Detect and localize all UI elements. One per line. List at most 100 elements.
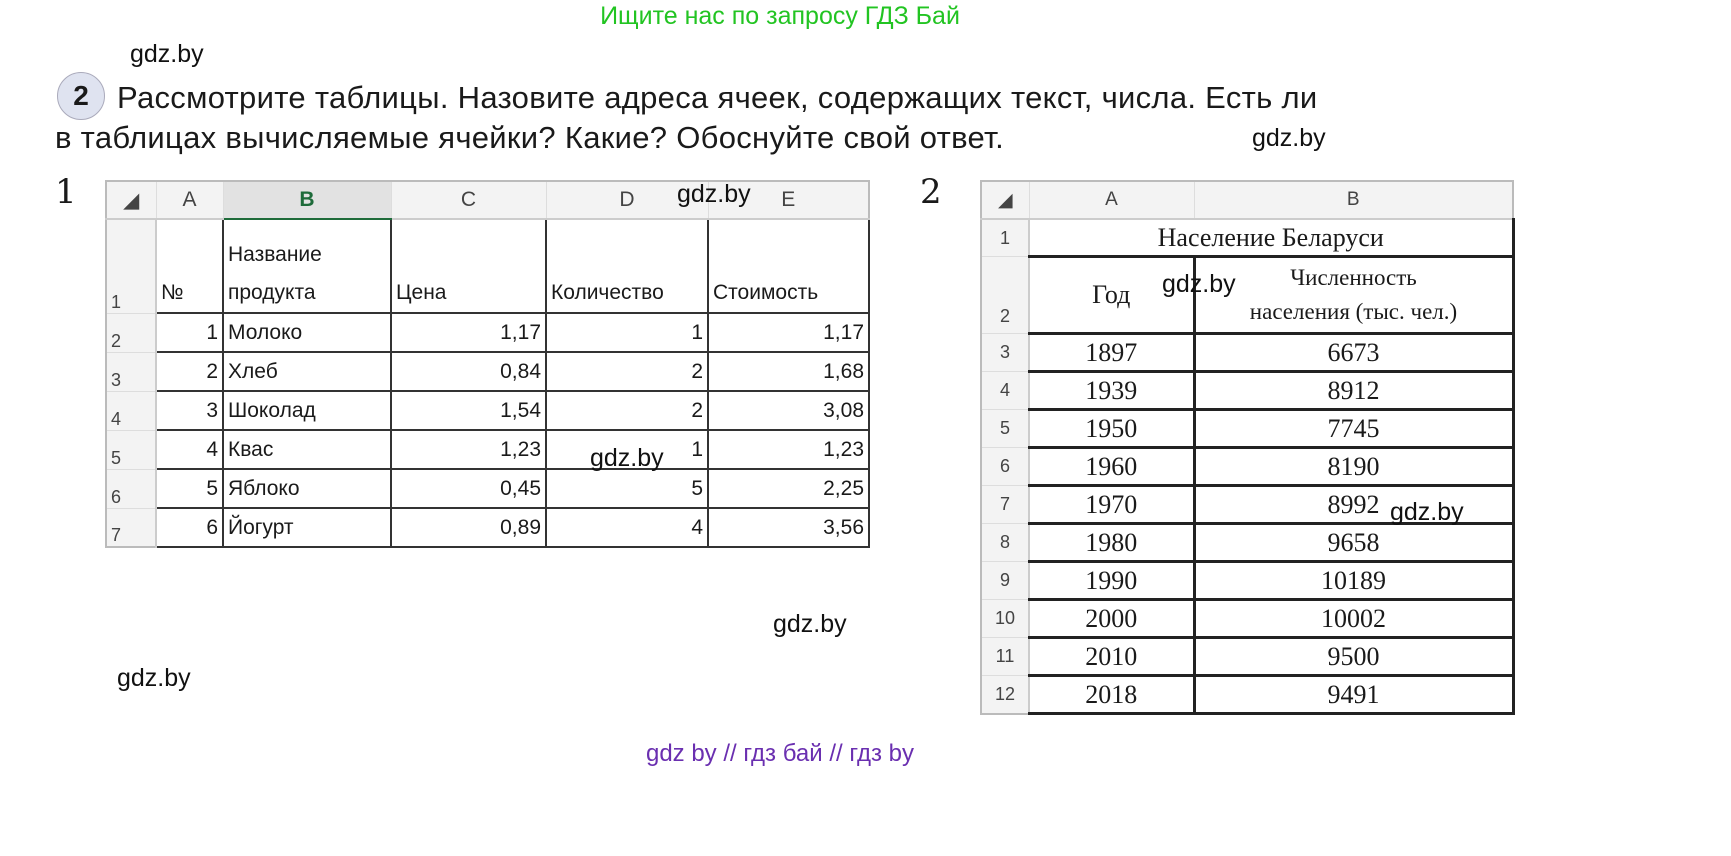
watermark: gdz.by xyxy=(1252,124,1326,152)
watermark: gdz.by xyxy=(1390,498,1464,526)
row-header: 3 xyxy=(981,333,1030,372)
table-row: 2 1 Молоко 1,17 1 1,17 xyxy=(106,313,870,353)
table-cell: 2010 xyxy=(1029,637,1196,677)
column-header: E xyxy=(708,181,870,220)
select-all-corner: ◢ xyxy=(981,181,1030,220)
task-text-line1: Рассмотрите таблицы. Назовите адреса яче… xyxy=(117,80,1318,115)
merged-title-cell: Население Беларуси xyxy=(1029,219,1515,258)
table-row: 7 1970 8992 xyxy=(981,485,1515,525)
table-cell: 1,17 xyxy=(391,313,547,353)
row-header: 10 xyxy=(981,599,1030,638)
table-cell: 1897 xyxy=(1029,333,1196,373)
header-row: 2 Год Численность населения (тыс. чел.) xyxy=(981,256,1515,335)
table-cell: 1970 xyxy=(1029,485,1196,525)
table-cell: 2 xyxy=(156,352,224,392)
table-cell: 2,25 xyxy=(708,469,870,509)
header-cell: Цена xyxy=(391,219,547,314)
table-cell: 6673 xyxy=(1194,333,1515,373)
products-spreadsheet: ◢ A B C D E 1 № Название продукта Цена Количество С… xyxy=(105,180,870,548)
row-header: 11 xyxy=(981,637,1030,676)
header-cell: Численность населения (тыс. чел.) xyxy=(1194,256,1515,335)
table-cell: 3,08 xyxy=(708,391,870,431)
table-cell: 2000 xyxy=(1029,599,1196,639)
table-cell: 2 xyxy=(546,352,709,392)
column-header: A xyxy=(1029,181,1195,220)
table-row: 6 5 Яблоко 0,45 5 2,25 xyxy=(106,469,870,509)
header-cell: Год xyxy=(1029,256,1196,335)
table-cell: Йогурт xyxy=(223,508,392,548)
table-cell: 10002 xyxy=(1194,599,1515,639)
row-header: 1 xyxy=(106,219,157,314)
table-cell: 0,45 xyxy=(391,469,547,509)
table-row: 12 2018 9491 xyxy=(981,675,1515,715)
header-cell: Количество xyxy=(546,219,709,314)
table-cell: 9491 xyxy=(1194,675,1515,715)
column-header-row: ◢ A B xyxy=(981,181,1514,220)
table-cell: 1,54 xyxy=(391,391,547,431)
column-header: C xyxy=(391,181,547,220)
row-header: 5 xyxy=(981,409,1030,448)
column-header: B xyxy=(1194,181,1514,220)
row-header: 2 xyxy=(106,313,157,353)
table-cell: 6 xyxy=(156,508,224,548)
table-cell: 0,89 xyxy=(391,508,547,548)
header-cell: Название продукта xyxy=(223,219,392,314)
table-cell: 1,23 xyxy=(391,430,547,470)
table-cell: 1960 xyxy=(1029,447,1196,487)
table-row: 4 3 Шоколад 1,54 2 3,08 xyxy=(106,391,870,431)
table-cell: 5 xyxy=(156,469,224,509)
table-cell: 3 xyxy=(156,391,224,431)
row-header: 8 xyxy=(981,523,1030,562)
table-cell: Яблоко xyxy=(223,469,392,509)
task-text-line2: в таблицах вычисляемые ячейки? Какие? Об… xyxy=(55,120,1005,155)
footer-links: gdz by // гдз бай // гдз by xyxy=(645,740,915,767)
row-header: 2 xyxy=(981,256,1030,334)
table-cell: 2 xyxy=(546,391,709,431)
table-cell: 1,23 xyxy=(708,430,870,470)
table-cell: 0,84 xyxy=(391,352,547,392)
table-row: 9 1990 10189 xyxy=(981,561,1515,601)
table-row: 8 1980 9658 xyxy=(981,523,1515,563)
table-row: 3 2 Хлеб 0,84 2 1,68 xyxy=(106,352,870,392)
table-cell: 1990 xyxy=(1029,561,1196,601)
table-cell: 3,56 xyxy=(708,508,870,548)
table1-label: 1 xyxy=(55,172,77,212)
table-cell: 4 xyxy=(156,430,224,470)
search-banner: Ищите нас по запросу ГДЗ Бай xyxy=(600,2,960,30)
header-cell: Стоимость xyxy=(708,219,870,314)
row-header: 6 xyxy=(106,469,157,509)
table-cell: 10189 xyxy=(1194,561,1515,601)
table-row: 5 1950 7745 xyxy=(981,409,1515,449)
select-all-corner: ◢ xyxy=(106,181,157,220)
table-cell: 7745 xyxy=(1194,409,1515,449)
task-number-badge: 2 xyxy=(57,72,105,120)
row-header: 9 xyxy=(981,561,1030,600)
title-row: 1 Население Беларуси xyxy=(981,219,1515,258)
table-cell: 4 xyxy=(546,508,709,548)
table-cell: 9500 xyxy=(1194,637,1515,677)
table-cell: 8992 xyxy=(1194,485,1515,525)
table-cell: Шоколад xyxy=(223,391,392,431)
row-header: 7 xyxy=(106,508,157,548)
row-header: 5 xyxy=(106,430,157,470)
table-cell: 1950 xyxy=(1029,409,1196,449)
column-header: D xyxy=(546,181,709,220)
column-header: B xyxy=(223,181,392,220)
table-row: 11 2010 9500 xyxy=(981,637,1515,677)
table-row: 7 6 Йогурт 0,89 4 3,56 xyxy=(106,508,870,548)
watermark: gdz.by xyxy=(117,664,191,692)
row-header: 4 xyxy=(981,371,1030,410)
table-cell: 8190 xyxy=(1194,447,1515,487)
watermark: gdz.by xyxy=(590,444,664,472)
table-cell: 1 xyxy=(546,430,709,470)
table-row: 1 № Название продукта Цена Количество Стоимос… xyxy=(106,219,870,314)
table-row: 5 4 Квас 1,23 1 1,23 xyxy=(106,430,870,470)
table-cell: 1,68 xyxy=(708,352,870,392)
table2-label: 2 xyxy=(920,172,942,212)
table-row: 4 1939 8912 xyxy=(981,371,1515,411)
table-cell: 1 xyxy=(156,313,224,353)
row-header: 7 xyxy=(981,485,1030,524)
table-cell: 8912 xyxy=(1194,371,1515,411)
table-cell: 5 xyxy=(546,469,709,509)
table-row: 10 2000 10002 xyxy=(981,599,1515,639)
